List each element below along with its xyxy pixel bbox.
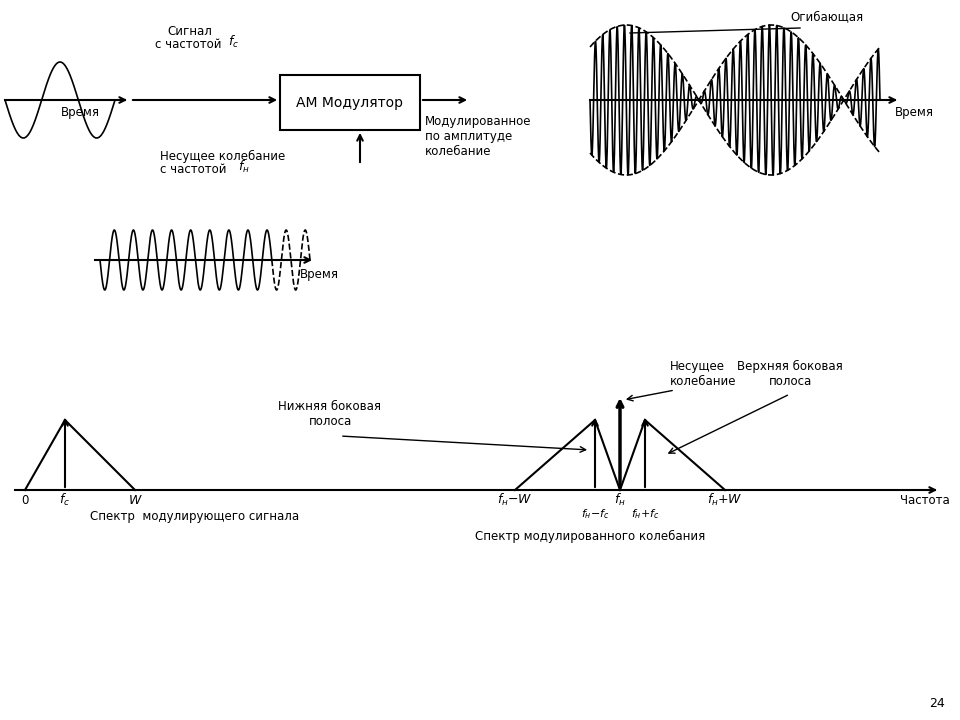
- Text: Верхняя боковая
полоса: Верхняя боковая полоса: [737, 360, 843, 388]
- Text: $f_н{-}f_c$: $f_н{-}f_c$: [581, 507, 610, 521]
- Text: Модулированное
по амплитуде
колебание: Модулированное по амплитуде колебание: [425, 115, 532, 158]
- Text: $f_c$: $f_c$: [60, 492, 70, 508]
- Text: $f_c$: $f_c$: [228, 34, 239, 50]
- Text: Несущее
колебание: Несущее колебание: [670, 360, 736, 388]
- Text: 24: 24: [929, 697, 945, 710]
- Text: Время: Время: [895, 106, 934, 119]
- Bar: [280, 75, 420, 130]
- Text: Несущее колебание: Несущее колебание: [160, 150, 285, 163]
- Text: АМ Модулятор: АМ Модулятор: [297, 96, 403, 109]
- Text: $f_н$: $f_н$: [238, 159, 250, 175]
- Text: с частотой: с частотой: [155, 38, 226, 51]
- Text: $f_н{-}W$: $f_н{-}W$: [497, 492, 533, 508]
- Text: $f_н{+}W$: $f_н{+}W$: [708, 492, 743, 508]
- Text: Спектр модулированного колебания: Спектр модулированного колебания: [475, 530, 706, 543]
- Text: $f_н$: $f_н$: [614, 492, 626, 508]
- Text: Частота: Частота: [900, 494, 949, 507]
- Text: Огибающая: Огибающая: [790, 10, 863, 23]
- Text: Спектр  модулирующего сигнала: Спектр модулирующего сигнала: [90, 510, 300, 523]
- Text: с частотой: с частотой: [160, 163, 230, 176]
- Text: 0: 0: [21, 494, 29, 507]
- Text: Сигнал: Сигнал: [168, 25, 212, 38]
- Text: Время: Время: [300, 268, 339, 281]
- Text: $f_н{+}f_c$: $f_н{+}f_c$: [631, 507, 660, 521]
- Text: $W$: $W$: [128, 494, 142, 507]
- Text: Нижняя боковая
полоса: Нижняя боковая полоса: [278, 400, 381, 428]
- Text: Время: Время: [60, 106, 100, 119]
